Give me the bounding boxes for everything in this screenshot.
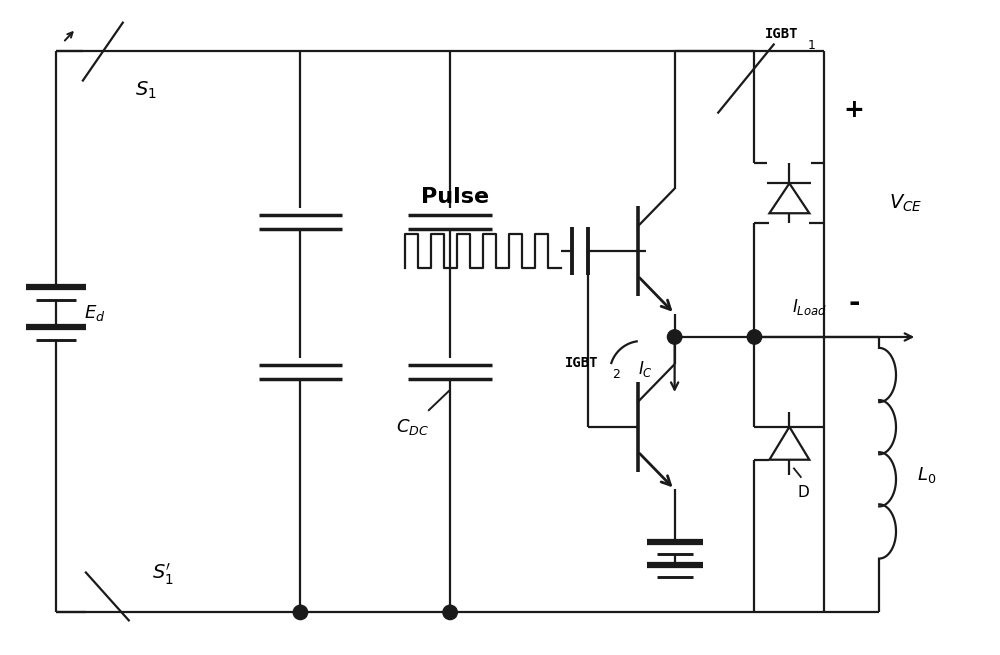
Circle shape [443,605,457,620]
Text: $S_1$: $S_1$ [135,80,157,101]
Circle shape [747,330,762,344]
Text: Pulse: Pulse [421,187,489,207]
Text: $L_0$: $L_0$ [917,464,936,485]
Text: 2: 2 [612,368,620,381]
Text: $C_{DC}$: $C_{DC}$ [396,417,429,437]
Circle shape [293,605,308,620]
Text: $V_{CE}$: $V_{CE}$ [889,193,923,214]
Text: IGBT: IGBT [765,27,798,41]
Text: +: + [844,98,865,122]
Text: -: - [848,289,860,317]
Text: $S_1'$: $S_1'$ [152,562,174,588]
Text: D: D [797,485,809,500]
Text: 1: 1 [807,39,815,52]
Text: $I_{Load}$: $I_{Load}$ [792,297,827,317]
Circle shape [667,330,682,344]
Text: IGBT: IGBT [565,356,599,370]
Text: $E_d$: $E_d$ [84,303,105,323]
Text: $I_C$: $I_C$ [638,359,653,379]
